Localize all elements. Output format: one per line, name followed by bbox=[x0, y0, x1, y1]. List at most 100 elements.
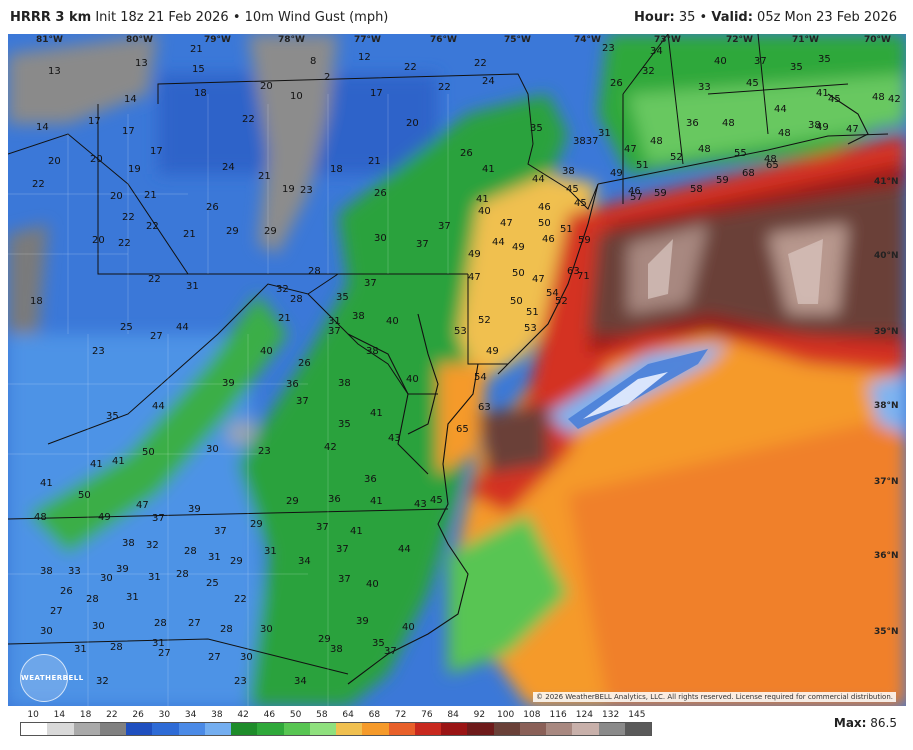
wind-gust-value: 17 bbox=[122, 126, 135, 137]
wind-gust-value: 31 bbox=[148, 572, 161, 583]
wind-gust-value: 26 bbox=[374, 188, 387, 199]
colorbar-swatch bbox=[152, 723, 179, 735]
wind-gust-value: 41 bbox=[482, 164, 495, 175]
wind-gust-value: 31 bbox=[264, 546, 277, 557]
colorbar-tick-label: 14 bbox=[53, 710, 66, 720]
colorbar-swatch bbox=[388, 723, 415, 735]
wind-gust-value: 21 bbox=[183, 229, 196, 240]
header-bar: HRRR 3 km Init 18z 21 Feb 2026 • 10m Win… bbox=[0, 0, 913, 34]
wind-gust-value: 22 bbox=[122, 212, 135, 223]
separator: • bbox=[232, 10, 241, 25]
wind-gust-value: 22 bbox=[118, 238, 131, 249]
wind-gust-value: 47 bbox=[468, 272, 481, 283]
wind-gust-value: 49 bbox=[816, 122, 829, 133]
wind-gust-value: 38 bbox=[122, 538, 135, 549]
colorbar-swatch bbox=[572, 723, 599, 735]
longitude-label: 74°W bbox=[574, 35, 601, 45]
wind-gust-value: 14 bbox=[36, 122, 49, 133]
wind-gust-value: 26 bbox=[610, 78, 623, 89]
wind-value-labels: 1313211514182010821222172222242326141717… bbox=[30, 43, 901, 687]
wind-gust-value: 44 bbox=[774, 104, 787, 115]
wind-gust-value: 8 bbox=[310, 56, 316, 67]
wind-gust-value: 17 bbox=[150, 146, 163, 157]
wind-gust-value: 31 bbox=[186, 281, 199, 292]
wind-gust-value: 49 bbox=[512, 242, 525, 253]
colorbar-swatch bbox=[73, 723, 100, 735]
wind-gust-value: 22 bbox=[438, 82, 451, 93]
wind-gust-value: 33 bbox=[68, 566, 81, 577]
latitude-label: 39°N bbox=[874, 327, 899, 337]
wind-gust-value: 23 bbox=[92, 346, 105, 357]
latitude-label: 36°N bbox=[874, 551, 899, 561]
wind-gust-value: 37 bbox=[328, 326, 341, 337]
colorbar-swatch bbox=[178, 723, 205, 735]
wind-gust-value: 20 bbox=[406, 118, 419, 129]
colorbar-swatch bbox=[546, 723, 573, 735]
wind-gust-value: 22 bbox=[32, 179, 45, 190]
colorbar-swatch bbox=[309, 723, 336, 735]
model-name: HRRR 3 km bbox=[10, 10, 92, 25]
wind-gust-value: 36 bbox=[364, 474, 377, 485]
wind-gust-value: 48 bbox=[778, 128, 791, 139]
wind-gust-value: 48 bbox=[698, 144, 711, 155]
longitude-label: 72°W bbox=[726, 35, 753, 45]
latitude-labels: 41°N 40°N 39°N 38°N 37°N 36°N 35°N bbox=[874, 177, 899, 637]
colorbar-swatch bbox=[204, 723, 231, 735]
colorbar-swatch bbox=[493, 723, 520, 735]
wind-gust-value: 47 bbox=[846, 124, 859, 135]
wind-gust-value: 40 bbox=[714, 56, 727, 67]
wind-gust-value: 41 bbox=[370, 408, 383, 419]
wind-gust-value: 39 bbox=[222, 378, 235, 389]
wind-gust-value: 28 bbox=[176, 569, 189, 580]
wind-gust-value: 47 bbox=[624, 144, 637, 155]
wind-gust-value: 46 bbox=[538, 202, 551, 213]
wind-gust-value: 14 bbox=[124, 94, 137, 105]
wind-gust-value: 34 bbox=[298, 556, 311, 567]
wind-gust-value: 20 bbox=[90, 154, 103, 165]
wind-gust-value: 37 bbox=[214, 526, 227, 537]
wind-gust-value: 41 bbox=[370, 496, 383, 507]
wind-gust-value: 29 bbox=[318, 634, 331, 645]
wind-gust-value: 37 bbox=[384, 646, 397, 657]
wind-gust-value: 22 bbox=[242, 114, 255, 125]
wind-gust-value: 44 bbox=[152, 401, 165, 412]
wind-gust-value: 28 bbox=[154, 618, 167, 629]
colorbar-tick-label: 26 bbox=[132, 710, 144, 720]
wind-gust-value: 2 bbox=[324, 72, 330, 83]
colorbar-tick-label: 92 bbox=[473, 710, 486, 720]
wind-gust-value: 38 bbox=[562, 166, 575, 177]
hi-res-detail bbox=[568, 239, 823, 429]
wind-gust-value: 51 bbox=[560, 224, 573, 235]
colorbar-tick-label: 100 bbox=[497, 710, 515, 720]
longitude-label: 76°W bbox=[430, 35, 457, 45]
wind-gust-value: 21 bbox=[258, 171, 271, 182]
colorbar-tick-label: 50 bbox=[289, 710, 302, 720]
wind-gust-value: 29 bbox=[264, 226, 277, 237]
wind-gust-value: 18 bbox=[194, 88, 207, 99]
wind-gust-value: 24 bbox=[482, 76, 495, 87]
wind-gust-value: 45 bbox=[828, 94, 841, 105]
map-canvas: 81°W 80°W 79°W 78°W 77°W 76°W 75°W 74°W 73°W 72°W… bbox=[8, 34, 906, 706]
wind-gust-value: 28 bbox=[110, 642, 123, 653]
wind-gust-value: 40 bbox=[366, 579, 379, 590]
wind-gust-value: 31 bbox=[208, 552, 221, 563]
wind-gust-value: 48 bbox=[34, 512, 47, 523]
wind-gust-value: 26 bbox=[60, 586, 73, 597]
wind-gust-value: 51 bbox=[636, 160, 649, 171]
wind-gust-value: 57 bbox=[630, 192, 643, 203]
wind-gust-value: 32 bbox=[96, 676, 109, 687]
field-name: 10m Wind Gust (mph) bbox=[244, 10, 389, 25]
colorbar-tick-label: 10 bbox=[27, 710, 39, 720]
longitude-label: 80°W bbox=[126, 35, 153, 45]
wind-gust-value: 40 bbox=[406, 374, 419, 385]
wind-gust-value: 21 bbox=[190, 44, 203, 55]
colorbar-swatch bbox=[231, 723, 258, 735]
colorbar-swatch bbox=[126, 723, 153, 735]
wind-gust-value: 18 bbox=[330, 164, 343, 175]
wind-gust-value: 37 bbox=[438, 221, 451, 232]
colorbar-tick-label: 76 bbox=[421, 710, 433, 720]
colorbar-swatch bbox=[283, 723, 310, 735]
wind-gust-value: 49 bbox=[486, 346, 499, 357]
wind-gust-value: 35 bbox=[336, 292, 349, 303]
wind-gust-value: 37 bbox=[316, 522, 329, 533]
